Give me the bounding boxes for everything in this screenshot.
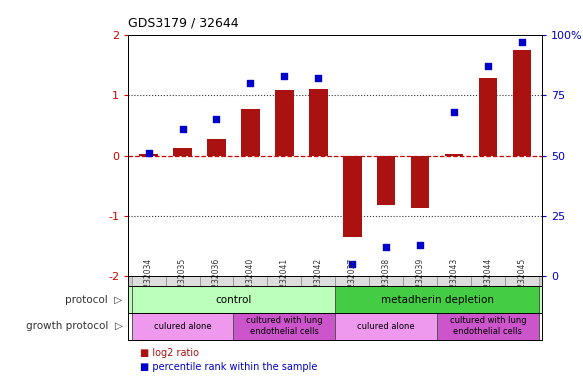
Bar: [410, 156, 429, 208]
Text: ■ log2 ratio: ■ log2 ratio: [140, 348, 199, 358]
Text: GDS3179 / 32644: GDS3179 / 32644: [128, 17, 239, 30]
Point: [517, 39, 526, 45]
Bar: [173, 148, 192, 156]
Bar: [275, 90, 294, 156]
Point: [280, 73, 289, 79]
Text: GSM232045: GSM232045: [517, 258, 526, 305]
Text: GSM232037: GSM232037: [347, 258, 357, 305]
Text: GSM232042: GSM232042: [314, 258, 323, 305]
Text: GSM232040: GSM232040: [246, 258, 255, 305]
Bar: [445, 154, 463, 156]
Bar: [199, 276, 233, 286]
Point: [415, 242, 424, 248]
Text: GSM232043: GSM232043: [449, 258, 458, 305]
Text: culured alone: culured alone: [357, 322, 415, 331]
Text: control: control: [215, 295, 252, 305]
Bar: [301, 276, 335, 286]
Bar: [207, 139, 226, 156]
Bar: [132, 276, 166, 286]
Text: GSM232041: GSM232041: [280, 258, 289, 305]
Bar: [132, 313, 233, 340]
Point: [483, 63, 493, 69]
Text: metadherin depletion: metadherin depletion: [381, 295, 494, 305]
Text: growth protocol  ▷: growth protocol ▷: [26, 321, 122, 331]
Text: GSM232035: GSM232035: [178, 258, 187, 305]
Bar: [403, 276, 437, 286]
Text: GSM232039: GSM232039: [416, 258, 424, 305]
Bar: [335, 313, 437, 340]
Bar: [505, 276, 539, 286]
Bar: [309, 89, 328, 156]
Bar: [437, 276, 471, 286]
Bar: [479, 78, 497, 156]
Point: [314, 75, 323, 81]
Text: GSM232036: GSM232036: [212, 258, 221, 305]
Point: [347, 262, 357, 268]
Text: ■ percentile rank within the sample: ■ percentile rank within the sample: [140, 362, 317, 372]
Point: [449, 109, 459, 115]
Bar: [241, 109, 260, 156]
Text: GSM232044: GSM232044: [483, 258, 493, 305]
Bar: [268, 276, 301, 286]
Bar: [437, 313, 539, 340]
Bar: [471, 276, 505, 286]
Point: [246, 80, 255, 86]
Bar: [233, 313, 335, 340]
Point: [381, 244, 391, 250]
Text: GSM232034: GSM232034: [144, 258, 153, 305]
Bar: [512, 50, 531, 156]
Point: [178, 126, 187, 132]
Text: GSM232038: GSM232038: [382, 258, 391, 305]
Text: cultured with lung
endothelial cells: cultured with lung endothelial cells: [246, 316, 322, 336]
Bar: [139, 154, 158, 156]
Text: cultured with lung
endothelial cells: cultured with lung endothelial cells: [449, 316, 526, 336]
Bar: [335, 276, 369, 286]
Bar: [377, 156, 395, 205]
Bar: [335, 286, 539, 313]
Bar: [166, 276, 199, 286]
Point: [144, 150, 153, 156]
Bar: [343, 156, 361, 237]
Bar: [233, 276, 268, 286]
Point: [212, 116, 221, 122]
Bar: [369, 276, 403, 286]
Bar: [132, 286, 335, 313]
Text: culured alone: culured alone: [154, 322, 212, 331]
Text: protocol  ▷: protocol ▷: [65, 295, 122, 305]
